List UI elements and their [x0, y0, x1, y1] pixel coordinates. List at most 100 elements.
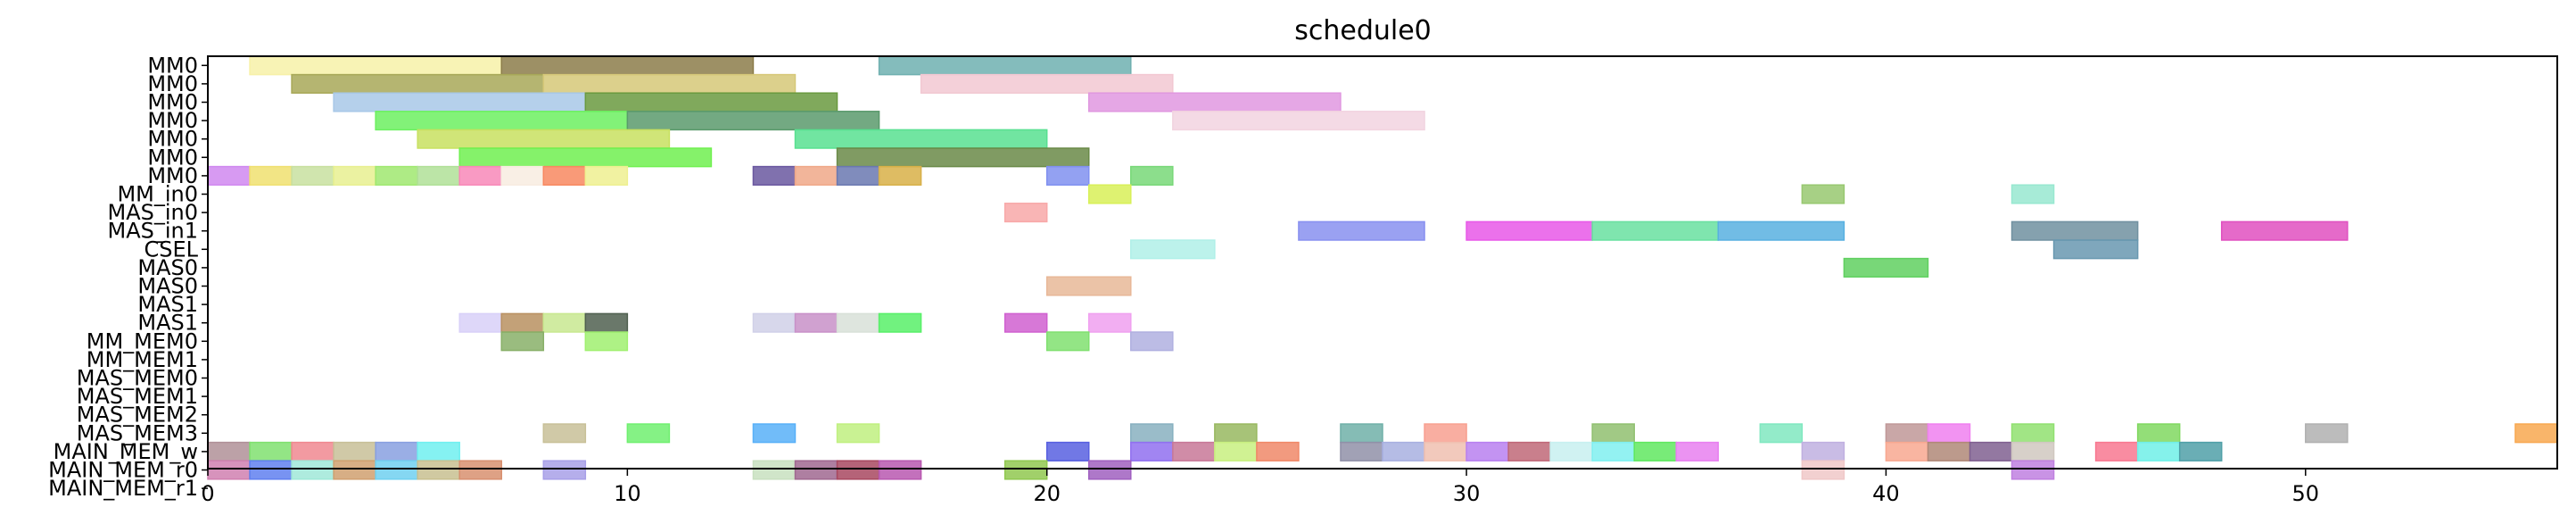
schedule-bar: [920, 73, 1174, 94]
chart-title: schedule0: [1294, 15, 1432, 46]
schedule-bar: [2305, 423, 2349, 444]
x-ticks: 0 10 20 30 40 50: [201, 469, 2319, 506]
schedule-bar: [1256, 441, 1300, 461]
schedule-bar: [291, 460, 334, 480]
schedule-bar: [1591, 423, 1635, 444]
schedule-bar: [584, 312, 629, 333]
y-tick-label: MAIN_MEM_w: [54, 439, 198, 464]
schedule-bar: [1885, 423, 1929, 444]
schedule-bar: [752, 460, 797, 480]
schedule-bar: [207, 441, 251, 461]
schedule-bar: [794, 165, 838, 186]
schedule-bar: [2094, 441, 2139, 461]
schedule-bar: [878, 165, 922, 186]
schedule-bar: [542, 423, 587, 444]
x-tick-label: 50: [2292, 481, 2320, 506]
schedule-bar: [1088, 460, 1132, 480]
y-tick-label: MAS_MEM0: [77, 366, 198, 391]
y-tick-label: MM0: [147, 108, 198, 133]
plot-frame: [207, 55, 2558, 470]
schedule-bar: [1969, 441, 2013, 461]
schedule-bar: [1927, 441, 1971, 461]
y-tick-label: MM0: [147, 127, 198, 152]
schedule-bar: [584, 331, 629, 352]
schedule-bar: [1424, 441, 1467, 461]
schedule-bar: [1424, 423, 1467, 444]
y-tick-label: MM0: [147, 163, 198, 188]
schedule-bar: [1759, 423, 1804, 444]
schedule-bar: [542, 73, 797, 94]
y-tick-label: MAS_MEM1: [77, 384, 198, 409]
schedule-bar: [584, 92, 838, 112]
schedule-bar: [836, 165, 880, 186]
schedule-bar: [291, 73, 545, 94]
schedule-bar: [417, 460, 460, 480]
schedule-bar: [291, 441, 334, 461]
y-tick-label: MAS_in0: [107, 200, 198, 225]
y-tick-label: CSEL: [144, 237, 198, 262]
schedule-bar: [584, 165, 629, 186]
schedule-bar: [1172, 441, 1216, 461]
schedule-bar: [458, 147, 713, 168]
schedule-bar: [1298, 220, 1425, 241]
schedule-bar: [878, 460, 922, 480]
schedule-bar: [207, 165, 251, 186]
y-tick-label: MM_MEM1: [87, 347, 198, 372]
schedule-bar: [2136, 441, 2181, 461]
schedule-bar: [333, 460, 376, 480]
y-tick-labels: MM0MM0MM0MM0MM0MM0MM0MM_in0MAS_in0MAS_in…: [48, 53, 208, 501]
y-tick-label: MM_MEM0: [87, 328, 198, 353]
schedule-bar: [626, 111, 880, 131]
schedule-bar: [2052, 239, 2139, 260]
schedule-bar: [458, 165, 503, 186]
schedule-bar: [2514, 423, 2558, 444]
schedule-bar: [1214, 441, 1258, 461]
schedule-bar: [1507, 441, 1551, 461]
schedule-bar: [458, 460, 503, 480]
schedule-bar: [542, 312, 587, 333]
schedule-bar: [1675, 441, 1720, 461]
schedule-bar: [2010, 220, 2139, 241]
y-tick-label: MAS0: [137, 274, 198, 299]
schedule-bar: [1717, 220, 1845, 241]
schedule-bar: [2010, 423, 2055, 444]
schedule-bar: [375, 111, 629, 131]
schedule-bar: [1003, 312, 1048, 333]
schedule-bar: [1466, 220, 1593, 241]
schedule-bar: [794, 129, 1048, 149]
schedule-bar: [1088, 184, 1132, 204]
schedule-bar: [626, 423, 671, 444]
bars-layer: [207, 55, 2558, 480]
y-tick-label: MAIN_MEM_r0: [48, 458, 198, 483]
y-tick-label: MAS_MEM2: [77, 403, 198, 428]
schedule-bar: [375, 441, 418, 461]
schedule-bar: [500, 55, 755, 76]
schedule-bar: [375, 460, 418, 480]
schedule-bar: [878, 312, 922, 333]
schedule-bar: [1801, 184, 1845, 204]
schedule-bar: [1130, 331, 1174, 352]
y-tick-label: MAS1: [137, 292, 198, 317]
schedule-bar: [1130, 165, 1174, 186]
schedule-bar: [1003, 203, 1048, 223]
schedule-bar: [1885, 441, 1929, 461]
schedule-bar: [1003, 460, 1048, 480]
schedule-bar: [375, 165, 418, 186]
schedule-bar: [2136, 423, 2181, 444]
schedule-bar: [752, 312, 797, 333]
x-tick-label: 0: [201, 481, 214, 506]
schedule-bar: [1088, 312, 1132, 333]
schedule-bar: [333, 92, 587, 112]
schedule-bar: [542, 460, 587, 480]
schedule-bar: [417, 441, 460, 461]
schedule-bar: [2010, 460, 2055, 480]
y-tick-label: MAS_in1: [107, 219, 198, 244]
schedule-bar: [249, 165, 293, 186]
schedule-bar: [1927, 423, 1971, 444]
schedule-bar: [1172, 111, 1425, 131]
schedule-bar: [1801, 460, 1845, 480]
x-tick-label: 20: [1033, 481, 1061, 506]
y-tick-label: MAIN_MEM_r1: [48, 476, 198, 501]
y-tick-label: MAS_MEM3: [77, 420, 198, 445]
